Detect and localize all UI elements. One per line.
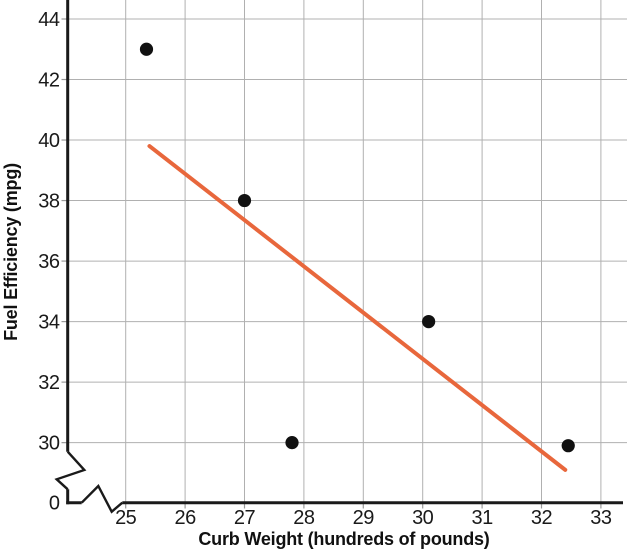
y-tick-label: 42 [38,70,60,92]
y-tick-label: 32 [38,372,60,394]
x-tick-label: 25 [115,507,137,529]
x-axis-title: Curb Weight (hundreds of pounds) [198,529,489,549]
data-layer [139,42,575,472]
grid-layer [67,0,627,503]
data-point [139,42,154,56]
x-tick-label: 32 [531,507,553,529]
x-tick-label: 28 [293,507,315,529]
x-tick-label: 26 [174,507,196,529]
y-tick-label: 30 [38,433,60,455]
y-tick-label: 44 [38,9,60,31]
data-point [237,193,252,208]
data-point [422,315,436,329]
x-tick-label: 31 [471,507,493,529]
y-tick-label: 40 [38,130,60,152]
y-tick-label: 36 [38,251,60,273]
y-tick-label: 38 [38,191,60,213]
tick-label-layer: 30 32 34 36 38 40 42 44 0 25 26 27 28 29 30 31 32 33 [38,9,612,529]
data-point [561,439,575,453]
trend-line [147,144,568,472]
y-axis-title: Fuel Efficiency (mpg) [1,163,21,341]
x-tick-label: 30 [412,507,434,529]
x-tick-label: 27 [234,507,256,529]
y-tick-label: 34 [38,312,60,334]
y-axis-break-icon [54,450,87,491]
data-point [285,436,299,450]
x-tick-label: 29 [353,507,375,529]
y-origin-label: 0 [49,493,60,515]
x-tick-label: 33 [590,507,612,529]
x-axis-break-icon [80,483,124,514]
axis-layer [54,0,623,514]
